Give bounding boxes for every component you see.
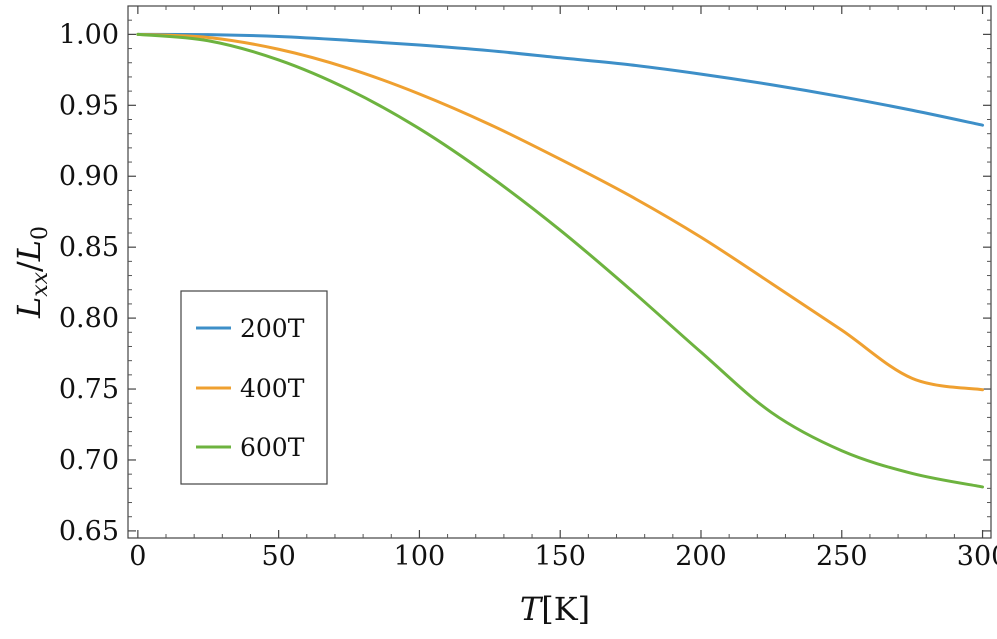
x-tick-label: 150: [534, 541, 586, 572]
y-tick-label: 0.75: [59, 374, 119, 405]
legend-label-200t: 200T: [240, 314, 305, 343]
series-line-600t: [136, 32, 985, 489]
y-tick-label: 0.90: [59, 161, 119, 192]
legend-label-400t: 400T: [240, 374, 305, 403]
y-axis-numerator-subscript: xx: [28, 271, 53, 296]
y-tick-label: 0.80: [59, 303, 119, 334]
series-line-200t: [136, 32, 985, 127]
y-tick-label: 0.65: [59, 516, 119, 547]
x-axis-unit: [K]: [541, 590, 590, 628]
y-tick-label: 0.70: [59, 445, 119, 476]
series-line-400t: [136, 32, 985, 392]
y-tick-label: 0.85: [59, 232, 119, 263]
y-axis-denominator-subscript: 0: [28, 226, 53, 240]
y-axis-title: Lxx/L0: [10, 226, 53, 319]
series-group: [136, 32, 985, 489]
y-axis-separator: /: [10, 261, 48, 272]
x-axis-variable: T: [520, 590, 544, 628]
x-tick-label: 250: [816, 541, 868, 572]
legend: 200T 400T 600T: [180, 290, 328, 485]
x-tick-label: 50: [261, 541, 295, 572]
y-axis-denominator: L: [10, 240, 48, 262]
legend-label-600t: 600T: [240, 433, 305, 462]
y-axis-numerator: L: [10, 297, 48, 319]
x-tick-label: 300: [957, 541, 997, 572]
x-axis-title: T[K]: [520, 590, 590, 628]
x-tick-label: 0: [129, 541, 146, 572]
axis-ticks: 0 50 100 150 200 250 300 0.65 0.70 0.75 0.80 0.85 0.…: [59, 6, 997, 572]
x-tick-label: 200: [675, 541, 727, 572]
y-tick-label: 0.95: [59, 90, 119, 121]
plot-frame: [127, 5, 992, 539]
x-tick-label: 100: [394, 541, 446, 572]
y-tick-label: 1.00: [59, 19, 119, 50]
